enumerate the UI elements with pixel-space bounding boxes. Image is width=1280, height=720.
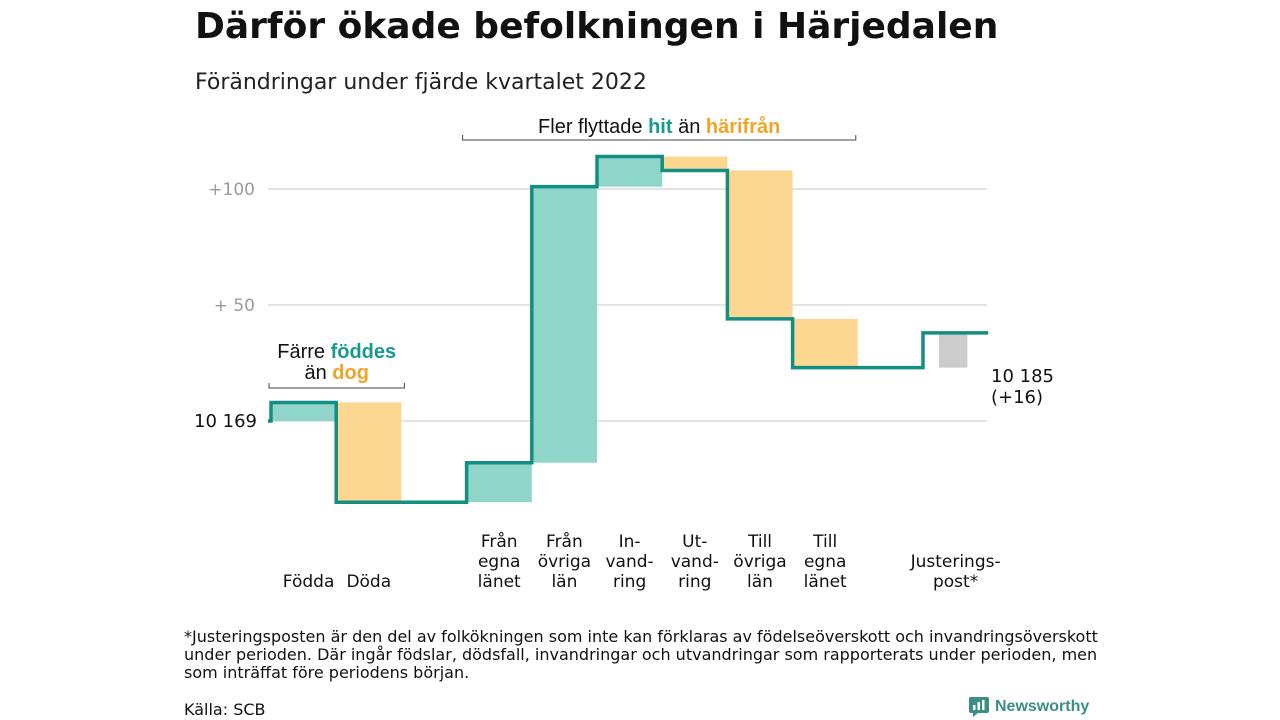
category-label: övriga: [733, 552, 786, 572]
waterfall-bar: [466, 462, 532, 503]
brand-logo: Newsworthy: [969, 697, 1089, 717]
category-label: län: [551, 572, 577, 592]
category-label: Födda: [283, 572, 335, 592]
category-label: ring: [613, 572, 646, 592]
category-label: post*: [933, 572, 978, 592]
annotation-text-part: hit: [648, 116, 673, 138]
migration-annotation: Fler flyttade hit än härifrån: [538, 115, 780, 138]
category-label: vand-: [671, 552, 719, 572]
category-label: egna: [478, 552, 520, 572]
migration-bracket: [462, 135, 857, 141]
category-label: Till: [747, 532, 772, 552]
end-value-label: (+16): [991, 387, 1043, 408]
category-label: Till: [812, 532, 837, 552]
annotation-text-part: Färre: [277, 341, 330, 363]
waterfall-bar: [271, 402, 337, 421]
annotation-text-part: föddes: [331, 341, 397, 363]
category-label: övriga: [538, 552, 591, 572]
category-label: länet: [804, 572, 847, 592]
chart-subtitle: Förändringar under fjärde kvartalet 2022: [195, 70, 647, 95]
category-label: ring: [678, 572, 711, 592]
category-label: vand-: [606, 552, 654, 572]
waterfall-bar: [531, 186, 597, 463]
category-label: Döda: [346, 572, 391, 592]
annotation-text-part: än: [304, 362, 332, 384]
category-label: Justerings-: [910, 552, 1001, 572]
category-label: Ut-: [682, 532, 707, 552]
category-label: Från: [481, 531, 518, 552]
start-value-label: 10 169: [194, 411, 257, 432]
category-label: Från: [546, 531, 583, 552]
waterfall-bar: [727, 170, 793, 319]
category-label: länet: [478, 572, 521, 592]
waterfall-bar: [792, 318, 858, 368]
category-label: egna: [804, 552, 846, 572]
end-value-label: 10 185: [991, 366, 1054, 387]
running-total-line: [268, 154, 989, 504]
newsworthy-logo-icon: [969, 697, 989, 717]
footnote: *Justeringsposten är den del av folkökni…: [184, 627, 1098, 682]
brand-name: Newsworthy: [995, 698, 1090, 715]
category-label: In-: [619, 532, 641, 552]
waterfall-bar: [597, 156, 663, 187]
births-deaths-annotation: Färre föddes: [277, 341, 396, 363]
annotation-text-part: än: [673, 116, 706, 138]
annotation-text-part: Fler flyttade: [538, 116, 648, 138]
source-label: Källa: SCB: [184, 700, 266, 719]
y-tick-label: +100: [208, 180, 255, 200]
births-deaths-annotation: än dog: [304, 362, 368, 384]
waterfall-bar: [662, 156, 728, 171]
chart-title: Därför ökade befolkningen i Härjedalen: [195, 6, 999, 47]
waterfall-bar: [939, 332, 968, 368]
births-deaths-bracket: [268, 383, 405, 389]
category-label: län: [747, 572, 773, 592]
annotation-text-part: dog: [332, 362, 369, 384]
waterfall-bar: [336, 402, 402, 503]
annotation-text-part: härifrån: [706, 115, 780, 138]
y-tick-label: + 50: [214, 296, 255, 316]
